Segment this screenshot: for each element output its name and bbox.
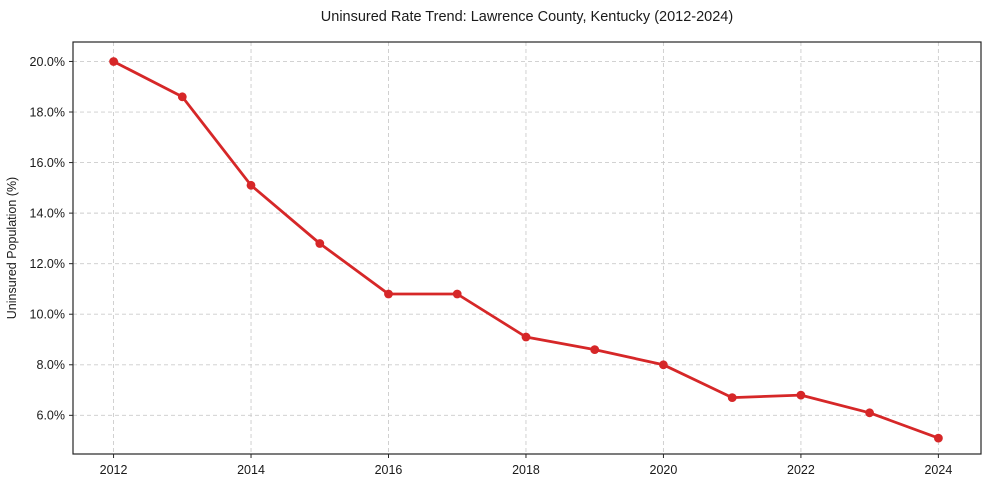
y-tick-label: 10.0% [30,308,65,322]
x-tick-label: 2018 [512,463,540,477]
y-axis-title: Uninsured Population (%) [5,177,19,319]
data-point-2015 [315,239,325,248]
tick-label-layer: 2012 2014 2016 2018 2020 2022 2024 6.0% 8.0% 10.0… [30,55,953,477]
x-tick-label: 2014 [237,463,265,477]
x-tick-label: 2012 [100,463,128,477]
data-point-2018 [521,332,531,342]
y-tick-label: 18.0% [30,105,65,119]
y-tick-label: 6.0% [37,409,66,423]
chart-title: Uninsured Rate Trend: Lawrence County, K… [321,9,733,25]
data-point-2016 [384,289,393,299]
data-point-2012 [109,57,118,66]
x-tick-label: 2024 [924,463,952,477]
data-point-2017 [452,289,462,299]
x-tick-label: 2016 [375,463,403,477]
data-point-2023 [865,408,874,418]
data-point-2013 [177,92,187,102]
x-tick-label: 2020 [650,463,678,477]
x-tick-label: 2022 [787,463,815,477]
plot-border [72,41,982,455]
data-point-2019 [590,345,600,354]
axis-layer [69,41,982,458]
grid-layer [73,42,981,454]
y-tick-label: 12.0% [30,257,65,271]
y-tick-label: 20.0% [30,55,65,69]
series-layer [109,57,943,443]
y-tick-label: 14.0% [30,206,65,220]
data-point-2024 [934,433,943,443]
data-point-2014 [246,180,256,190]
y-tick-label: 8.0% [37,358,66,372]
data-point-2021 [727,393,737,402]
data-point-2022 [796,390,806,400]
y-tick-label: 16.0% [30,156,65,170]
data-point-2020 [659,360,668,370]
